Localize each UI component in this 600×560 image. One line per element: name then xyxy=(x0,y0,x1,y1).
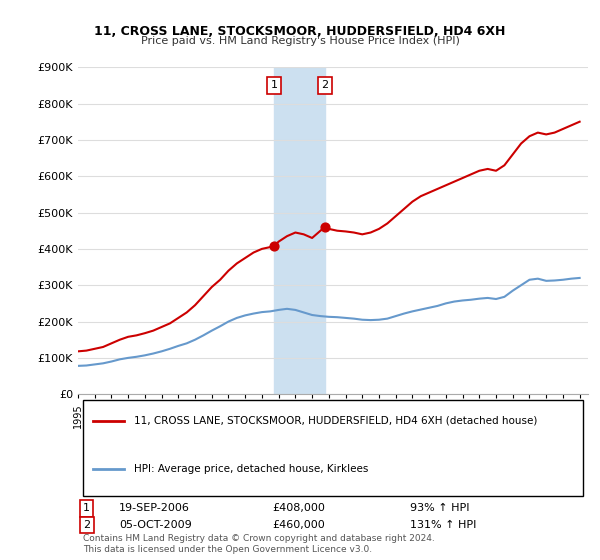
Text: 05-OCT-2009: 05-OCT-2009 xyxy=(119,520,191,530)
FancyBboxPatch shape xyxy=(83,400,583,496)
Text: HPI: Average price, detached house, Kirklees: HPI: Average price, detached house, Kirk… xyxy=(134,464,368,474)
Text: 19-SEP-2006: 19-SEP-2006 xyxy=(119,503,190,514)
Text: £460,000: £460,000 xyxy=(272,520,325,530)
Point xyxy=(269,241,279,250)
Point xyxy=(320,222,329,231)
Text: 131% ↑ HPI: 131% ↑ HPI xyxy=(409,520,476,530)
Text: 1: 1 xyxy=(83,503,90,514)
Text: Price paid vs. HM Land Registry's House Price Index (HPI): Price paid vs. HM Land Registry's House … xyxy=(140,36,460,46)
Text: 93% ↑ HPI: 93% ↑ HPI xyxy=(409,503,469,514)
Text: £408,000: £408,000 xyxy=(272,503,325,514)
Text: 11, CROSS LANE, STOCKSMOOR, HUDDERSFIELD, HD4 6XH: 11, CROSS LANE, STOCKSMOOR, HUDDERSFIELD… xyxy=(94,25,506,38)
Text: 1: 1 xyxy=(271,81,277,90)
Text: Contains HM Land Registry data © Crown copyright and database right 2024.
This d: Contains HM Land Registry data © Crown c… xyxy=(83,534,435,554)
Bar xyxy=(274,67,325,394)
Text: 11, CROSS LANE, STOCKSMOOR, HUDDERSFIELD, HD4 6XH (detached house): 11, CROSS LANE, STOCKSMOOR, HUDDERSFIELD… xyxy=(134,416,538,426)
Text: 2: 2 xyxy=(321,81,328,90)
Text: 2: 2 xyxy=(83,520,90,530)
